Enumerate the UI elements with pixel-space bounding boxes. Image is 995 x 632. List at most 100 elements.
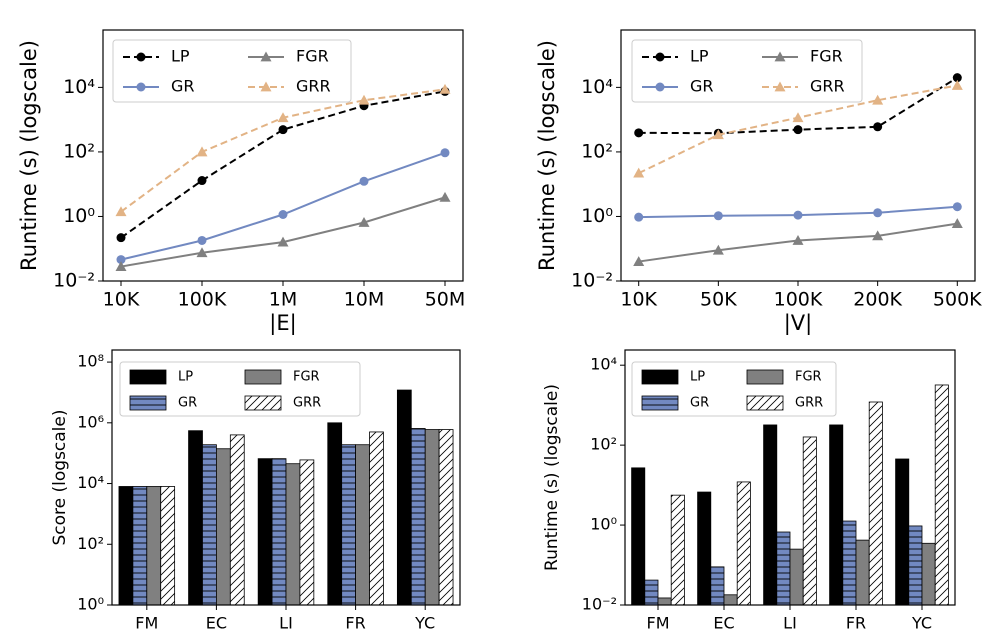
bar [341,444,356,606]
legend-label: FGR [296,47,329,66]
axes-frame [620,29,976,282]
bar [132,486,148,606]
y-tick-label: 10⁰ [77,595,104,614]
y-tick-label: 10⁻² [571,270,613,292]
bar [842,520,857,606]
marker [358,216,370,227]
bar [763,424,778,606]
marker [359,176,369,186]
bar [723,594,738,606]
x-tick-label: YC [414,614,435,632]
x-tick-label: 200K [853,289,902,311]
marker [439,83,451,94]
legend-label: LP [178,370,193,385]
axes-frame [111,349,461,606]
y-tick-label: 10⁰ [590,515,617,534]
bar [285,463,301,606]
marker [136,52,146,62]
x-axis-label: |E| [269,311,296,336]
marker [634,212,644,222]
marker [952,73,962,83]
bar [202,444,217,606]
legend: LP GR FGR GRR [112,39,352,103]
legend-label: GRR [293,396,321,411]
bar [118,486,134,606]
y-tick-label: 10⁻² [53,270,95,292]
bar [670,494,685,606]
marker [116,255,126,265]
marker [873,208,883,218]
y-tick-label: 10⁴ [77,473,104,492]
marker [872,94,884,105]
bar [369,431,384,606]
x-tick-label: 1M [269,289,297,311]
x-tick-label: 10K [103,289,140,311]
y-tick-label: 10⁻² [582,595,617,614]
marker [278,210,288,220]
series-line [120,88,446,213]
legend-swatch [129,395,167,411]
x-tick-label: 10M [344,289,385,311]
legend-swatch [244,369,282,385]
y-tick-label: 10⁴ [590,355,617,374]
y-tick-label: 10⁸ [77,352,104,371]
legend: LP GR FGR GRR [631,361,837,417]
x-tick-label: FM [646,614,669,632]
y-tick-label: 10⁰ [581,205,613,227]
marker [793,125,803,135]
marker [655,82,665,92]
y-tick-label: 10² [581,140,613,162]
y-tick-label: 10⁴ [581,76,613,98]
marker [633,256,645,266]
legend-frame [631,39,863,103]
marker [712,129,724,140]
axes-frame [624,349,956,606]
bar [271,458,287,606]
x-tick-label: EC [206,614,227,632]
bar [299,459,315,606]
marker [116,233,126,243]
bar [921,542,936,606]
legend: LP GR FGR GRR [631,39,863,103]
bar [644,579,659,606]
y-axis-label: Runtime (s) (logscale) [17,40,41,271]
legend-swatch [129,369,167,385]
bar [697,491,712,606]
bar [410,428,426,606]
legend-label: GR [690,396,709,411]
marker [951,79,963,90]
marker [277,112,289,123]
marker [951,218,963,229]
marker [197,235,207,245]
x-tick-label: LI [783,614,797,632]
bar [215,448,231,606]
legend-frame [112,39,352,103]
legend-label: LP [171,47,190,66]
bar [188,430,203,606]
y-tick-label: 10⁶ [77,412,104,431]
x-tick-label: FM [135,614,158,632]
legend-label: FGR [293,370,320,385]
legend-label: GRR [296,77,331,96]
marker [115,206,127,217]
axes-frame [102,29,464,282]
marker [260,51,272,62]
legend-label: GRR [810,77,845,96]
marker [633,167,645,178]
x-tick-label: EC [713,614,734,632]
marker [792,112,804,123]
legend-label: GR [690,77,714,96]
bar [396,389,412,606]
bar [802,436,817,606]
marker [774,51,786,62]
marker [196,247,208,258]
y-tick-label: 10² [590,435,617,454]
marker [358,94,370,105]
bar [895,458,910,606]
marker [655,52,665,62]
x-tick-label: 10K [620,289,657,311]
bar [934,384,949,606]
legend-swatch [746,395,784,411]
marker [774,81,786,92]
legend-label: LP [690,370,705,385]
